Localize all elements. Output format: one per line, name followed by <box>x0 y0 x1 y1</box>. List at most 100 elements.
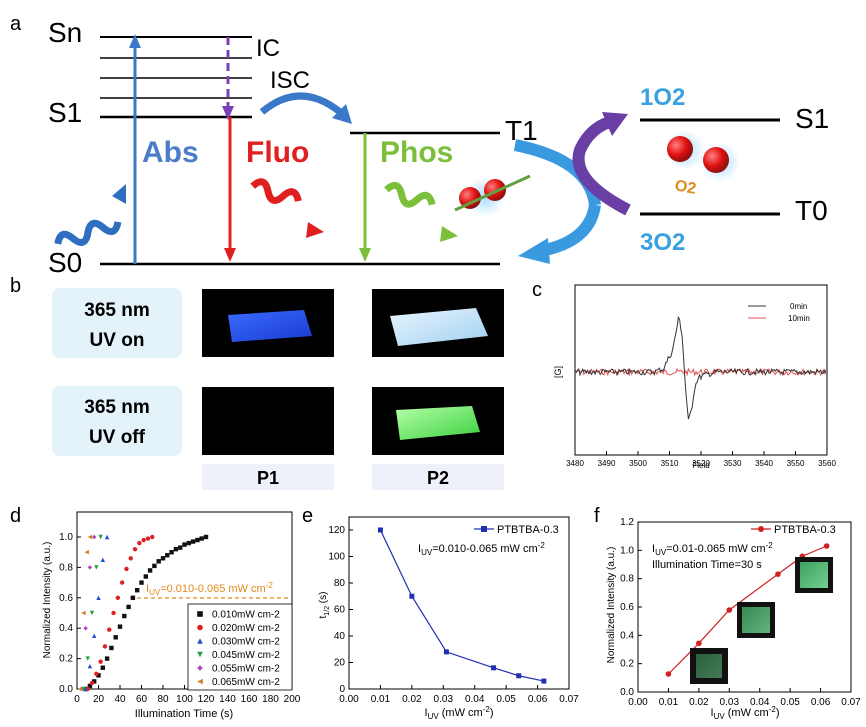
legend-d: 0.010mW cm-2 0.020mW cm-2 0.030mW cm-2 0.04… <box>197 610 280 688</box>
data-point <box>109 645 114 651</box>
legend-marker-e <box>481 526 487 532</box>
x-tick-label: 0.02 <box>402 694 422 705</box>
transfer-arrow-blue <box>513 139 601 207</box>
y-tick-label: 1.0 <box>620 545 634 556</box>
panel-label-d: d <box>10 505 21 527</box>
y-tick-label: 40 <box>334 631 346 642</box>
col-label-p2: P2 <box>427 468 449 488</box>
data-point <box>190 539 196 544</box>
data-point <box>96 673 101 678</box>
annotation-f: IUV=0.01-0.065 mW cm-2 <box>652 541 773 557</box>
axes-e: 0.00 0.01 0.02 0.03 0.04 0.05 0.06 0.07 0 20 40 60 8… <box>328 525 579 705</box>
panel-b: b 365 nm UV on 365 nm UV off P1 P2 <box>10 275 504 490</box>
panel-label-c: c <box>532 279 542 301</box>
row1-label-box <box>52 288 182 358</box>
legend-label: 0.020mW cm-2 <box>212 623 280 634</box>
data-point <box>104 656 110 661</box>
data-point <box>516 673 522 679</box>
y-tick-label: 0.2 <box>59 654 73 665</box>
x-tick-label: 3540 <box>755 459 773 468</box>
x-axis-label-f: IUV (mW cm-2) <box>711 705 780 721</box>
y-tick-label: 0.6 <box>620 602 634 613</box>
photon-in-arrowhead <box>112 184 126 204</box>
data-point <box>491 665 497 671</box>
x-tick-label: 0.05 <box>496 694 516 705</box>
legend-marker <box>197 651 203 658</box>
data-point <box>111 610 116 616</box>
x-tick-label: 40 <box>114 694 126 705</box>
panel-label-b: b <box>10 275 21 297</box>
x-tick-label: 3550 <box>787 459 805 468</box>
x-tick-label: 3520 <box>692 459 710 468</box>
y-tick-label: 0.4 <box>620 630 634 641</box>
x-tick-label: 0.01 <box>371 694 391 705</box>
x-tick-label: 0.07 <box>559 694 579 705</box>
legend-marker <box>197 611 203 617</box>
cross-line <box>454 174 531 212</box>
data-point <box>115 595 121 600</box>
y-tick-label: 0.8 <box>59 562 73 573</box>
ic-arrowhead <box>222 106 234 120</box>
data-point <box>92 679 97 684</box>
data-point <box>182 542 187 547</box>
transfer-arrowhead-purple <box>602 112 628 136</box>
y-tick-label: 0.6 <box>59 593 73 604</box>
data-point <box>409 593 415 599</box>
panel-a: a Sn S1 S0 T1 IC ISC Abs Fluo Phos <box>10 13 829 278</box>
data-point <box>102 644 108 649</box>
x-tick-label: 3510 <box>661 459 679 468</box>
o2-atom-icon <box>459 187 481 209</box>
label-o2-s1: S1 <box>795 103 829 134</box>
data-point <box>152 563 157 569</box>
data-point <box>186 540 191 546</box>
x-tick-label: 80 <box>157 694 169 705</box>
x-tick-label: 140 <box>219 694 236 705</box>
x-tick-label: 100 <box>176 694 193 705</box>
data-point <box>107 627 112 632</box>
label-phos: Phos <box>380 136 453 169</box>
data-point <box>135 588 140 593</box>
x-tick-label: 0.02 <box>689 697 709 708</box>
x-tick-label: 0.05 <box>780 697 800 708</box>
x-axis-label-e: IUV (mW cm-2) <box>425 705 494 721</box>
label-singlet-o2: 1O2 <box>640 84 685 111</box>
sample-p2-uv-on <box>390 308 488 346</box>
y-tick-label: 60 <box>334 605 346 616</box>
panel-label-e: e <box>302 505 313 527</box>
data-point <box>84 550 89 555</box>
x-tick-label: 0.07 <box>841 697 861 708</box>
data-point <box>98 659 103 664</box>
data-point <box>100 665 105 670</box>
transfer-arrowhead-blue <box>518 238 550 264</box>
data-point <box>377 527 383 533</box>
legend-marker-f <box>758 526 764 532</box>
legend-label-0min: 0min <box>790 302 807 311</box>
x-tick-label: 3530 <box>724 459 742 468</box>
photon-in-icon <box>54 219 122 246</box>
x-tick-label: 3490 <box>598 459 616 468</box>
legend-label: 0.045mW cm-2 <box>212 650 280 661</box>
annotation-d: IUV=0.010-0.065 mW cm-2 <box>146 581 273 597</box>
y-axis-label-d: Normalized Intensity (a.u.) <box>42 542 53 659</box>
data-point <box>119 580 125 585</box>
label-ic: IC <box>256 35 280 62</box>
data-point <box>150 534 155 540</box>
data-point <box>726 607 733 613</box>
transfer-arrow-purple <box>572 116 631 216</box>
fluo-arrowhead <box>224 248 236 262</box>
label-o2-small: O2 <box>673 177 697 197</box>
data-point <box>83 686 88 692</box>
data-point <box>147 568 153 573</box>
x-tick-label: 0.01 <box>659 697 679 708</box>
y-tick-label: 1.2 <box>620 517 634 528</box>
row1-label-line2: UV on <box>90 330 145 351</box>
data-point <box>89 680 95 686</box>
data-point <box>203 534 209 540</box>
photon-phos-icon <box>384 181 436 208</box>
row2-label-line1: 365 nm <box>84 397 149 418</box>
legend-marker <box>197 665 203 671</box>
transfer-arrow-blue-2 <box>543 203 601 256</box>
y-tick-label: 120 <box>328 525 345 536</box>
data-point <box>122 613 127 619</box>
photon-phos-arrowhead <box>440 226 458 242</box>
